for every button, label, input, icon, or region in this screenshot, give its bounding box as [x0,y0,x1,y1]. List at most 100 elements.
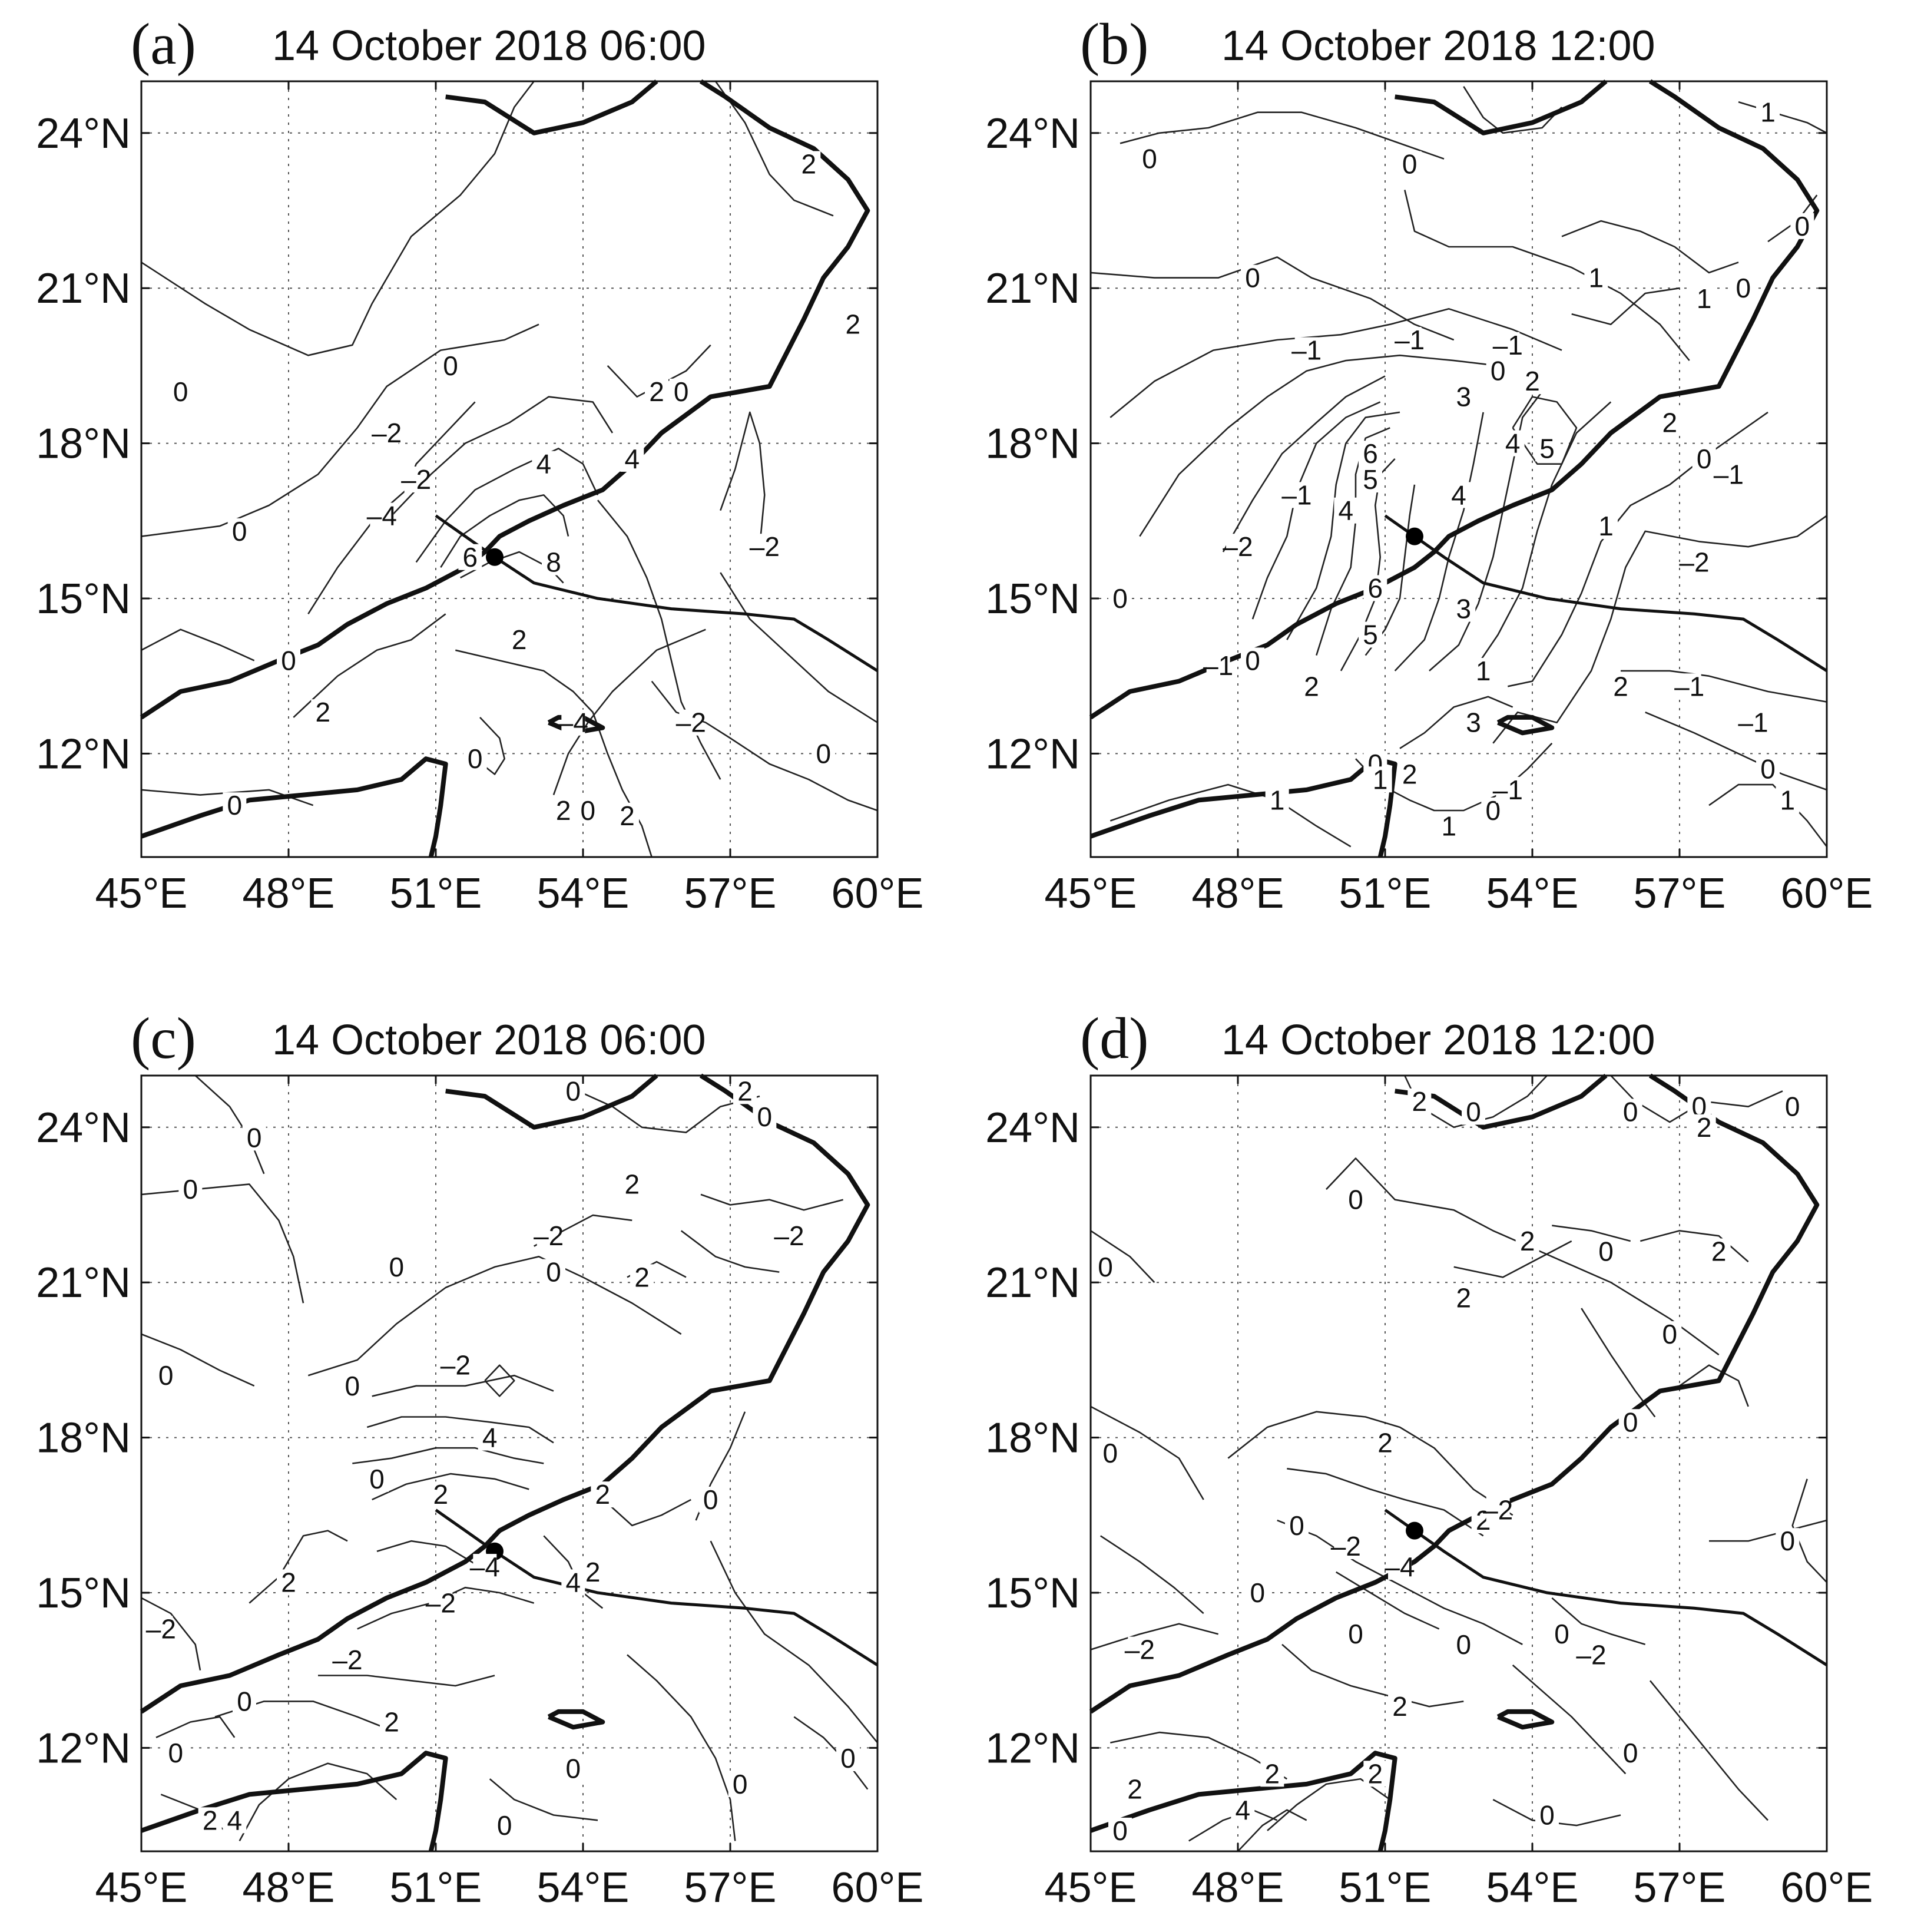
contour-label: 2 [649,376,664,407]
arabia-coastline [140,79,870,720]
contour-label: 1 [1760,97,1776,128]
contour-label-bg [1594,513,1618,540]
lon-tick-label: 54°E [537,870,630,917]
contour-line [1640,1230,1749,1263]
contour-label: 2 [1456,1283,1472,1314]
contour-label: 0 [566,1076,581,1106]
contour-line [1287,1468,1484,1537]
lon-tick-label: 45°E [1045,870,1137,917]
contour-label-bg [645,378,668,405]
contour-line [1645,712,1827,791]
contour-label: 0 [158,1360,174,1391]
panel-c-letter: (c) [131,1005,196,1071]
panel-c-title: 14 October 2018 06:00 [272,1017,706,1064]
panel-c: (c) 14 October 2018 06:00 0 0 0 2 0 2 –2 –2 0 0 2 0 –2… [0,994,923,1913]
contour-label-bg [1756,756,1780,782]
contour-line [1512,396,1578,465]
contour-label-bg [1373,1430,1397,1456]
contour-label: 0 [674,376,689,407]
lat-tick-label: 12°N [985,1725,1080,1772]
contour-label-bg [223,792,247,819]
contour-label-bg [669,378,693,405]
storm-center-marker [486,548,504,566]
contour-label-bg [630,1264,654,1291]
contour-label-bg [492,1812,516,1839]
map-frame [1089,80,1828,858]
contour-label: –2 [441,1350,471,1381]
contour-label: –2 [750,531,780,562]
contour-label-bg [841,311,865,338]
contour-label: 0 [1662,1319,1678,1349]
contour-label: 2 [1304,671,1319,702]
panel-a-letter: (a) [131,11,196,77]
contour-label: 0 [703,1484,718,1515]
contour-label: 0 [1491,356,1506,386]
contour-line [1738,101,1827,134]
socotra-island [1496,1709,1555,1730]
contour-label: 0 [247,1122,262,1153]
contour-line [194,1075,265,1175]
contour-label-bg [1683,549,1706,575]
contour-label-bg [1206,653,1230,679]
contour-label: 0 [1250,1577,1266,1608]
contour-label: 1 [1589,263,1604,293]
contour-label: 5 [1539,433,1555,464]
contour-line [1453,1240,1572,1278]
lat-tick-label: 21°N [36,265,131,312]
lon-tick-label: 57°E [684,1864,777,1911]
contour-label-bg [1094,1253,1117,1280]
contour-label-bg [458,544,482,570]
contour-line [1286,411,1400,640]
contour-label: 2 [737,1076,753,1106]
contour-label-bg [1579,1642,1603,1668]
contour-line [1120,111,1445,160]
contour-line [141,1597,201,1670]
contour-label: 2 [1402,759,1417,790]
contour-label-bg [1452,1631,1476,1658]
contour-label-bg [1486,1497,1510,1523]
contour-label: 0 [468,743,483,774]
gridlines [1091,1076,1827,1851]
contour-label: 6 [1363,438,1378,469]
contour-label-bg [1300,673,1323,700]
contour-label-bg [380,1709,403,1735]
lon-tick-label: 48°E [1192,870,1284,917]
contour-label: 0 [183,1174,198,1205]
contour-label: 0 [1623,1738,1638,1768]
lat-tick-label: 24°N [985,1104,1080,1152]
contour-label: 4 [625,444,640,474]
contour-label-bg [1501,430,1525,456]
contour-line [1610,1075,1783,1123]
contour-label-bg [1098,1440,1122,1466]
lat-tick-label: 21°N [985,265,1080,312]
contour-label: 2 [512,624,527,655]
contour-label: 0 [1456,1629,1472,1660]
contour-label-bg [1584,264,1608,291]
map-frame [140,80,879,858]
contour-label-bg [1452,1285,1476,1311]
contour-label: 2 [1265,1758,1280,1789]
contour-label: 4 [1339,495,1354,526]
contour-label-bg [1226,534,1250,560]
contour-line [1512,1664,1627,1775]
contour-line [1649,1680,1768,1821]
contour-label-bg [561,709,585,736]
contour-label: 4 [536,449,552,479]
contour-label: –4 [558,707,588,738]
contour-label: 0 [1098,1252,1113,1282]
contour-label: –2 [534,1220,564,1251]
contour-label-bg [620,1171,644,1197]
contour-label: 0 [168,1738,184,1768]
lon-tick-label: 51°E [390,870,482,917]
contour-label-bg [551,797,575,823]
contour-line [372,1374,554,1397]
contour-label-bg [1128,1636,1152,1663]
contour-label: 0 [1348,1619,1363,1649]
gulf-coastline [445,1073,658,1130]
contour-label-bg [1265,787,1289,813]
contour-label-bg [679,709,703,736]
contour-label-bg [1397,761,1422,788]
contour-label: 0 [237,1686,252,1716]
contour-label-bg [1535,1802,1559,1828]
